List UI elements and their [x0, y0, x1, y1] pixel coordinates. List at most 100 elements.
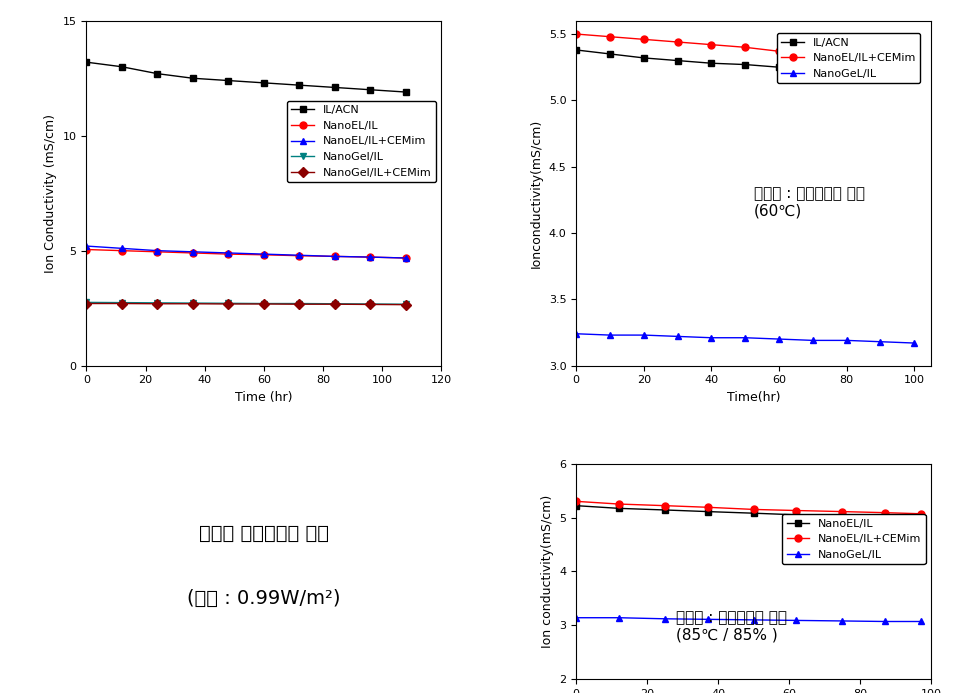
Y-axis label: Ion conductivity(mS/cm): Ion conductivity(mS/cm)	[540, 495, 554, 648]
IL/ACN	[774, 63, 785, 71]
NanoGel/IL	[116, 299, 128, 307]
NanoEL/IL+CEMim	[660, 502, 671, 510]
NanoEL/IL	[660, 506, 671, 514]
NanoEL/IL+CEMim	[258, 250, 270, 258]
NanoGel/IL+CEMim	[81, 299, 92, 308]
NanoEL/IL+CEMim	[837, 507, 849, 516]
NanoGeL/IL	[774, 335, 785, 343]
NanoGel/IL+CEMim	[365, 300, 376, 308]
Line: NanoEL/IL: NanoEL/IL	[573, 502, 924, 521]
NanoEL/IL	[152, 247, 163, 256]
IL/ACN	[365, 86, 376, 94]
IL/ACN	[258, 79, 270, 87]
NanoEL/IL+CEMim	[570, 497, 582, 505]
NanoGeL/IL	[604, 331, 615, 340]
NanoGel/IL	[187, 299, 199, 307]
NanoGel/IL+CEMim	[223, 300, 234, 308]
Text: (광량 : 0.99W/m²): (광량 : 0.99W/m²)	[187, 588, 341, 608]
NanoGeL/IL	[570, 330, 582, 338]
NanoEL/IL+CEMim	[365, 253, 376, 261]
NanoEL/IL+CEMim	[908, 58, 920, 66]
IL/ACN	[400, 88, 412, 96]
Line: NanoGel/IL+CEMim: NanoGel/IL+CEMim	[83, 300, 409, 308]
NanoEL/IL+CEMim	[329, 252, 341, 261]
X-axis label: Time (hr): Time (hr)	[235, 391, 293, 404]
NanoEL/IL	[365, 253, 376, 261]
NanoGeL/IL	[879, 617, 891, 626]
Y-axis label: Ionconductivity(mS/cm): Ionconductivity(mS/cm)	[530, 119, 543, 267]
NanoGel/IL	[81, 298, 92, 306]
NanoEL/IL	[400, 254, 412, 262]
NanoGel/IL	[365, 300, 376, 308]
NanoGel/IL	[329, 299, 341, 308]
NanoGeL/IL	[841, 336, 852, 344]
NanoGeL/IL	[739, 333, 751, 342]
Line: NanoGeL/IL: NanoGeL/IL	[573, 614, 924, 625]
NanoGel/IL	[400, 300, 412, 308]
NanoEL/IL	[570, 502, 582, 510]
NanoGeL/IL	[702, 615, 713, 624]
IL/ACN	[706, 59, 717, 67]
NanoGeL/IL	[706, 333, 717, 342]
Line: NanoEL/IL+CEMim: NanoEL/IL+CEMim	[573, 498, 924, 517]
IL/ACN	[81, 58, 92, 67]
NanoGeL/IL	[570, 613, 582, 622]
NanoEL/IL+CEMim	[116, 244, 128, 252]
Line: NanoEL/IL: NanoEL/IL	[83, 246, 409, 261]
NanoEL/IL+CEMim	[294, 251, 305, 259]
NanoEL/IL	[329, 252, 341, 261]
NanoGeL/IL	[660, 615, 671, 623]
IL/ACN	[116, 62, 128, 71]
NanoEL/IL	[116, 247, 128, 255]
NanoEL/IL+CEMim	[702, 503, 713, 511]
NanoEL/IL	[258, 251, 270, 259]
NanoGel/IL+CEMim	[294, 300, 305, 308]
NanoGeL/IL	[790, 616, 802, 624]
NanoGel/IL	[223, 299, 234, 308]
NanoEL/IL+CEMim	[807, 50, 819, 58]
NanoEL/IL+CEMim	[613, 500, 625, 508]
IL/ACN	[875, 70, 886, 78]
Line: NanoEL/IL+CEMim: NanoEL/IL+CEMim	[573, 30, 918, 65]
IL/ACN	[672, 56, 684, 64]
NanoGeL/IL	[837, 617, 849, 625]
NanoGeL/IL	[875, 337, 886, 346]
IL/ACN	[294, 81, 305, 89]
IL/ACN	[570, 46, 582, 54]
IL/ACN	[604, 50, 615, 58]
NanoEL/IL	[915, 514, 926, 522]
Line: IL/ACN: IL/ACN	[573, 46, 918, 80]
Text: 내후성 이온전도도 변화: 내후성 이온전도도 변화	[199, 524, 329, 543]
Line: NanoGeL/IL: NanoGeL/IL	[573, 331, 918, 346]
NanoEL/IL+CEMim	[790, 507, 802, 515]
NanoEL/IL+CEMim	[223, 249, 234, 257]
NanoEL/IL+CEMim	[875, 55, 886, 63]
NanoGel/IL+CEMim	[400, 301, 412, 309]
NanoGeL/IL	[613, 613, 625, 622]
NanoEL/IL	[837, 511, 849, 520]
NanoEL/IL	[81, 245, 92, 254]
IL/ACN	[841, 67, 852, 76]
NanoGel/IL+CEMim	[187, 299, 199, 308]
Legend: IL/ACN, NanoEL/IL, NanoEL/IL+CEMim, NanoGel/IL, NanoGel/IL+CEMim: IL/ACN, NanoEL/IL, NanoEL/IL+CEMim, Nano…	[287, 101, 436, 182]
NanoGel/IL	[294, 299, 305, 308]
NanoEL/IL	[748, 509, 759, 518]
NanoEL/IL+CEMim	[706, 40, 717, 49]
NanoEL/IL+CEMim	[638, 35, 650, 44]
Text: 신뢰성 : 이온전도도 변화
(85℃ / 85% ): 신뢰성 : 이온전도도 변화 (85℃ / 85% )	[676, 610, 786, 642]
NanoEL/IL+CEMim	[152, 247, 163, 255]
NanoEL/IL	[294, 252, 305, 260]
IL/ACN	[187, 74, 199, 82]
IL/ACN	[638, 54, 650, 62]
IL/ACN	[739, 60, 751, 69]
NanoGeL/IL	[908, 339, 920, 347]
NanoGel/IL+CEMim	[116, 299, 128, 308]
NanoEL/IL+CEMim	[748, 505, 759, 514]
NanoGel/IL+CEMim	[258, 300, 270, 308]
NanoGeL/IL	[672, 332, 684, 340]
NanoEL/IL	[702, 507, 713, 516]
NanoEL/IL+CEMim	[81, 242, 92, 250]
Line: NanoEL/IL+CEMim: NanoEL/IL+CEMim	[83, 243, 409, 261]
NanoGeL/IL	[807, 336, 819, 344]
Line: IL/ACN: IL/ACN	[83, 59, 409, 96]
